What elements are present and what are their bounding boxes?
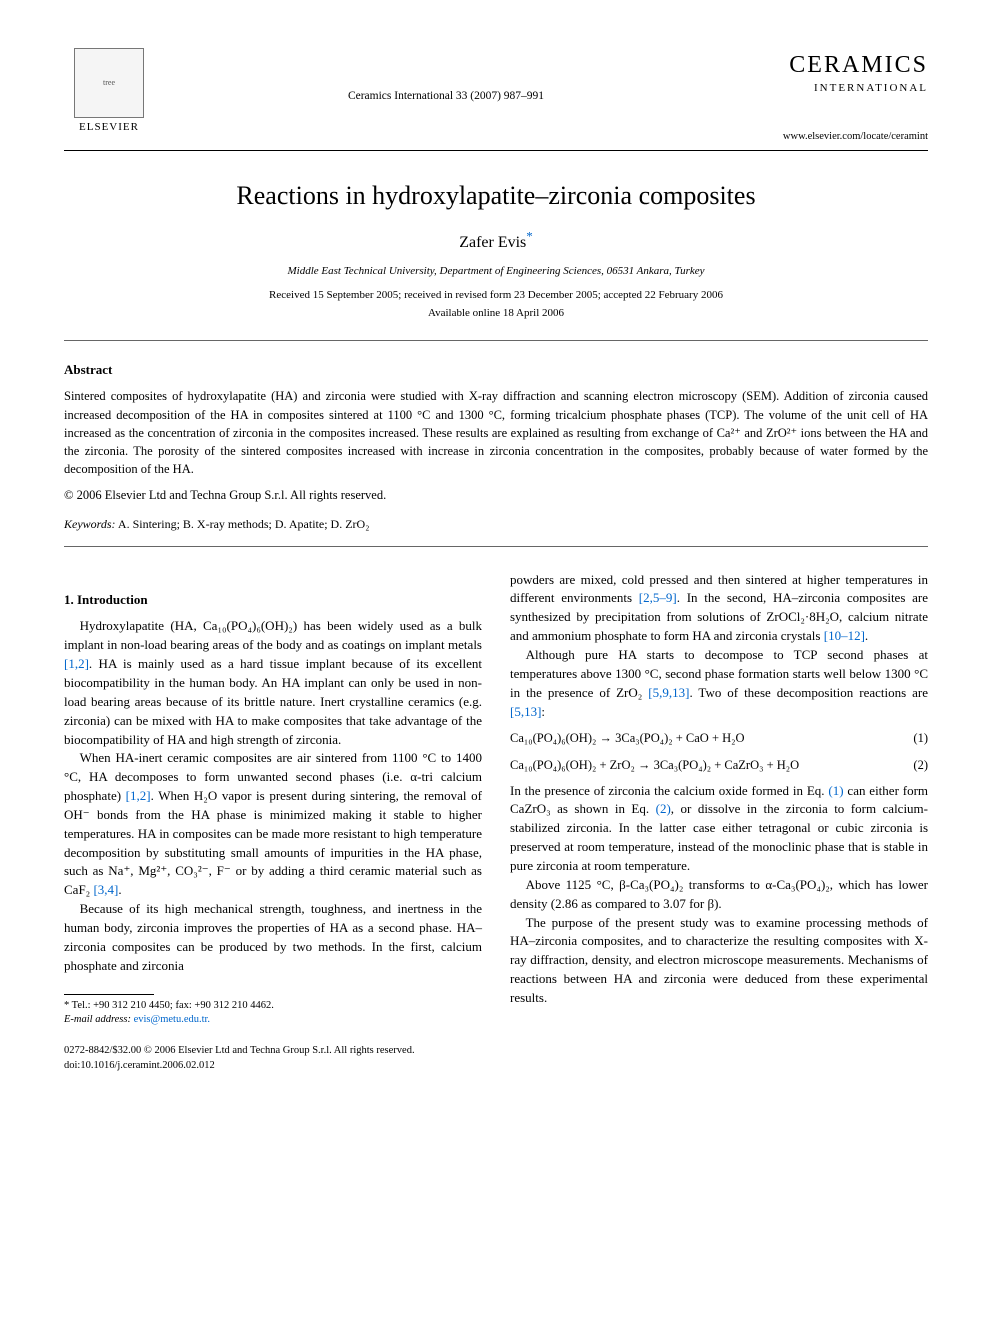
intro-p5b: . Two of these decomposition reactions a… [689, 685, 928, 700]
page-footer: 0272-8842/$32.00 © 2006 Elsevier Ltd and… [64, 1043, 928, 1073]
footnote-email-line: E-mail address: evis@metu.edu.tr. [64, 1013, 482, 1027]
page-header: tree ELSEVIER Ceramics International 33 … [64, 48, 928, 144]
ref-link[interactable]: [2,5–9] [639, 590, 677, 605]
abstract-copyright: © 2006 Elsevier Ltd and Techna Group S.r… [64, 486, 928, 504]
equation-1: Ca₁₀(PO₄)₆(OH)₂ → 3Ca₃(PO₄)₂ + CaO + H₂O… [510, 729, 928, 747]
footnote-email[interactable]: evis@metu.edu.tr. [134, 1014, 210, 1025]
journal-url: www.elsevier.com/locate/ceramint [738, 129, 928, 144]
corresponding-mark: * [526, 228, 533, 243]
eq1-body: Ca₁₀(PO₄)₆(OH)₂ → 3Ca₃(PO₄)₂ + CaO + H₂O [510, 729, 905, 747]
intro-p2: When HA-inert ceramic composites are air… [64, 749, 482, 900]
intro-p6a: In the presence of zirconia the calcium … [510, 783, 828, 798]
footer-doi: doi:10.1016/j.ceramint.2006.02.012 [64, 1058, 928, 1073]
intro-heading: 1. Introduction [64, 591, 482, 610]
keywords-value: A. Sintering; B. X-ray methods; D. Apati… [118, 517, 369, 531]
ref-link[interactable]: [1,2] [64, 656, 89, 671]
journal-logo-title: CERAMICS [738, 48, 928, 83]
intro-p7: Above 1125 °C, β-Ca₃(PO₄)₂ transforms to… [510, 876, 928, 914]
intro-p4: powders are mixed, cold pressed and then… [510, 571, 928, 646]
eq2-body: Ca₁₀(PO₄)₆(OH)₂ + ZrO₂ → 3Ca₃(PO₄)₂ + Ca… [510, 756, 905, 774]
right-column: powders are mixed, cold pressed and then… [510, 571, 928, 1027]
eq-ref[interactable]: (2) [656, 801, 671, 816]
equation-2: Ca₁₀(PO₄)₆(OH)₂ + ZrO₂ → 3Ca₃(PO₄)₂ + Ca… [510, 756, 928, 774]
ref-link[interactable]: [5,9,13] [648, 685, 689, 700]
journal-logo: CERAMICS INTERNATIONAL www.elsevier.com/… [738, 48, 928, 144]
keywords-label: Keywords: [64, 517, 116, 531]
intro-p6: In the presence of zirconia the calcium … [510, 782, 928, 876]
journal-logo-subtitle: INTERNATIONAL [738, 81, 928, 97]
abstract-bottom-rule [64, 546, 928, 547]
eq-ref[interactable]: (1) [828, 783, 843, 798]
intro-p1b: . HA is mainly used as a hard tissue imp… [64, 656, 482, 746]
ref-link[interactable]: [1,2] [126, 788, 151, 803]
footnote-email-label: E-mail address: [64, 1014, 131, 1025]
intro-p2c: . [118, 882, 121, 897]
abstract-body: Sintered composites of hydroxylapatite (… [64, 387, 928, 478]
author-line: Zafer Evis* [64, 231, 928, 254]
eq1-number: (1) [913, 729, 928, 747]
corresponding-footnote: * Tel.: +90 312 210 4450; fax: +90 312 2… [64, 999, 482, 1027]
footnote-separator [64, 994, 154, 995]
ref-link[interactable]: [10–12] [824, 628, 865, 643]
intro-p1: Hydroxylapatite (HA, Ca₁₀(PO₄)₆(OH)₂) ha… [64, 617, 482, 749]
header-rule [64, 150, 928, 151]
ref-link[interactable]: [3,4] [93, 882, 118, 897]
intro-p4c: . [865, 628, 868, 643]
eq2-number: (2) [913, 756, 928, 774]
ref-link[interactable]: [5,13] [510, 704, 541, 719]
author-name: Zafer Evis [459, 234, 526, 251]
keywords-line: Keywords: A. Sintering; B. X-ray methods… [64, 516, 928, 533]
available-online: Available online 18 April 2006 [64, 306, 928, 322]
article-title: Reactions in hydroxylapatite–zirconia co… [64, 177, 928, 215]
intro-p5c: : [541, 704, 545, 719]
intro-p8: The purpose of the present study was to … [510, 914, 928, 1008]
body-columns: 1. Introduction Hydroxylapatite (HA, Ca₁… [64, 571, 928, 1027]
journal-reference: Ceramics International 33 (2007) 987–991 [154, 88, 738, 105]
left-column: 1. Introduction Hydroxylapatite (HA, Ca₁… [64, 571, 482, 1027]
intro-p5: Although pure HA starts to decompose to … [510, 646, 928, 721]
intro-p3: Because of its high mechanical strength,… [64, 900, 482, 975]
publisher-name: ELSEVIER [79, 120, 139, 136]
elsevier-tree-icon: tree [74, 48, 144, 118]
abstract-top-rule [64, 340, 928, 341]
publisher-logo: tree ELSEVIER [64, 48, 154, 136]
intro-p2b: . When H₂O vapor is present during sinte… [64, 788, 482, 897]
intro-p1a: Hydroxylapatite (HA, Ca₁₀(PO₄)₆(OH)₂) ha… [64, 618, 482, 652]
abstract-heading: Abstract [64, 361, 928, 380]
footer-copyright: 0272-8842/$32.00 © 2006 Elsevier Ltd and… [64, 1043, 928, 1058]
received-dates: Received 15 September 2005; received in … [64, 288, 928, 304]
affiliation: Middle East Technical University, Depart… [64, 264, 928, 280]
footnote-tel-fax: * Tel.: +90 312 210 4450; fax: +90 312 2… [64, 999, 482, 1013]
